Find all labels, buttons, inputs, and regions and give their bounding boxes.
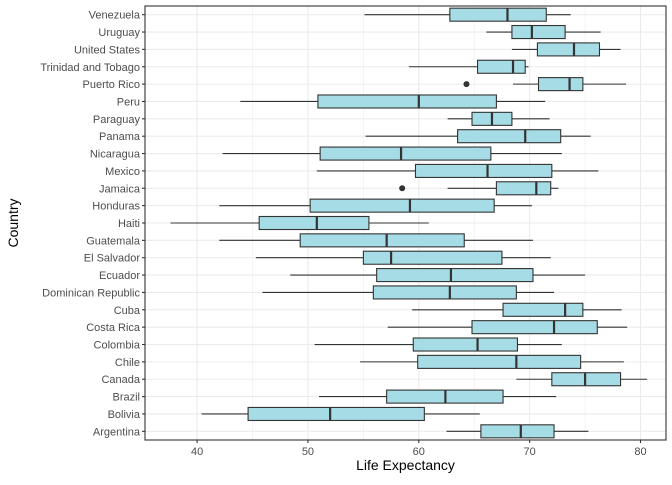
boxplot-honduras xyxy=(219,198,532,213)
boxplot-guatemala xyxy=(219,233,533,248)
boxplot-brazil xyxy=(319,389,557,404)
y-tick-label: Chile xyxy=(115,357,140,369)
y-tick-label: Argentina xyxy=(93,426,141,438)
iqr-box xyxy=(502,302,584,317)
outlier-point xyxy=(399,185,406,192)
y-tick-label: Bolivia xyxy=(108,409,141,421)
outlier-point xyxy=(463,81,470,88)
y-tick-label: Haiti xyxy=(118,218,140,230)
y-tick-label: Panama xyxy=(99,131,141,143)
boxplot-nicaragua xyxy=(222,146,562,161)
x-tick-label: 40 xyxy=(191,446,203,458)
boxplot-bolivia xyxy=(201,406,480,422)
iqr-box xyxy=(511,24,566,40)
box-layer xyxy=(170,7,648,439)
y-axis-title: Country xyxy=(5,198,21,247)
y-tick-label: El Salvador xyxy=(84,253,141,265)
y-tick-label: Venezuela xyxy=(89,10,141,22)
boxplot-trinidad-and-tobago xyxy=(408,59,529,74)
y-tick-label: Honduras xyxy=(92,201,140,213)
boxplot-puerto-rico xyxy=(463,77,627,92)
boxplot-paraguay xyxy=(447,111,550,126)
x-tick-label: 70 xyxy=(524,446,536,458)
boxplot-el-salvador xyxy=(255,250,551,265)
y-tick-label: Trinidad and Tobago xyxy=(40,62,140,74)
iqr-box xyxy=(537,77,584,92)
y-tick-label: Uruguay xyxy=(98,27,140,39)
x-tick-label: 80 xyxy=(634,446,646,458)
boxplot-haiti xyxy=(170,215,429,231)
iqr-box xyxy=(414,163,553,178)
y-tick-label: United States xyxy=(74,44,141,56)
y-tick-label: Brazil xyxy=(112,392,140,404)
boxplot-canada xyxy=(516,372,648,387)
y-tick-label: Colombia xyxy=(94,340,141,352)
iqr-box xyxy=(317,94,497,109)
iqr-box xyxy=(495,181,552,196)
x-tick-label: 50 xyxy=(302,446,314,458)
y-tick-label: Paraguay xyxy=(93,114,141,126)
iqr-box xyxy=(477,59,526,74)
iqr-box xyxy=(319,146,492,161)
y-tick-label: Costa Rica xyxy=(86,322,141,334)
iqr-box xyxy=(258,215,370,231)
boxplot-united-states xyxy=(511,42,621,57)
boxplot-colombia xyxy=(314,337,562,352)
boxplot-venezuela xyxy=(364,7,571,22)
iqr-box xyxy=(480,424,555,439)
y-tick-label: Dominican Republic xyxy=(42,287,140,299)
boxplot-argentina xyxy=(446,424,589,439)
iqr-box xyxy=(247,406,425,422)
boxplot-uruguay xyxy=(486,24,601,40)
iqr-box xyxy=(372,285,517,300)
boxplot-panama xyxy=(365,129,591,144)
y-tick-label: Peru xyxy=(117,96,140,108)
y-tick-label: Puerto Rico xyxy=(83,79,140,91)
iqr-box xyxy=(309,198,495,213)
y-tick-label: Ecuador xyxy=(99,270,140,282)
x-axis-title: Life Expectancy xyxy=(356,457,455,473)
boxplot-chile xyxy=(360,354,624,369)
iqr-box xyxy=(536,42,601,57)
y-tick-labels: Argentina Bolivia Brazil Canada Chile Colombi… xyxy=(40,10,145,438)
boxplot-cuba xyxy=(412,302,622,317)
iqr-box xyxy=(412,337,519,352)
boxplot-ecuador xyxy=(290,268,586,283)
iqr-box xyxy=(417,354,582,369)
iqr-box xyxy=(299,233,465,248)
boxplot-peru xyxy=(240,94,546,109)
y-tick-label: Cuba xyxy=(114,305,141,317)
iqr-box xyxy=(376,268,534,283)
iqr-box xyxy=(449,7,547,22)
iqr-box xyxy=(471,320,598,335)
y-tick-label: Nicaragua xyxy=(90,149,141,161)
x-tick-labels: 40 50 60 70 80 xyxy=(191,440,647,458)
y-tick-label: Canada xyxy=(101,374,140,386)
boxplot-costa-rica xyxy=(387,320,628,335)
boxplot-mexico xyxy=(316,163,599,178)
y-tick-label: Mexico xyxy=(105,166,140,178)
iqr-box xyxy=(362,250,503,265)
iqr-box xyxy=(457,129,562,144)
boxplot-jamaica xyxy=(399,181,559,196)
y-tick-label: Jamaica xyxy=(99,183,141,195)
y-tick-label: Guatemala xyxy=(86,235,141,247)
boxplot-dominican-republic xyxy=(262,285,555,300)
x-tick-label: 60 xyxy=(413,446,425,458)
iqr-box xyxy=(551,372,622,387)
